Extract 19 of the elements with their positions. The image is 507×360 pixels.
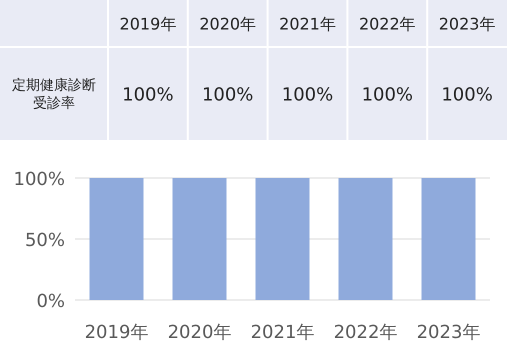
data-label: 100% [441, 84, 493, 106]
x-tick-label: 2023年 [416, 322, 480, 343]
x-tick-label: 2022年 [334, 322, 398, 343]
category-label: 2022年 [358, 14, 416, 34]
y-tick-label: 50% [24, 230, 65, 251]
data-label: 100% [362, 84, 414, 106]
text: 定期健康診断受診率 [12, 78, 96, 112]
data-label: 100% [122, 84, 174, 106]
x-tick-label: 2021年 [250, 322, 314, 343]
data-label: 100% [282, 84, 334, 106]
x-tick-label: 2019年 [84, 322, 148, 343]
category-label: 2019年 [120, 14, 176, 34]
y-tick-label: 0% [36, 291, 65, 312]
x-tick-label: 2020年 [168, 322, 232, 343]
category-label: 2021年 [279, 14, 336, 34]
y-tick-label: 100% [14, 169, 65, 190]
category-label: 2020年 [199, 14, 256, 34]
data-label: 100% [202, 84, 254, 106]
category-label: 2023年 [438, 14, 496, 34]
